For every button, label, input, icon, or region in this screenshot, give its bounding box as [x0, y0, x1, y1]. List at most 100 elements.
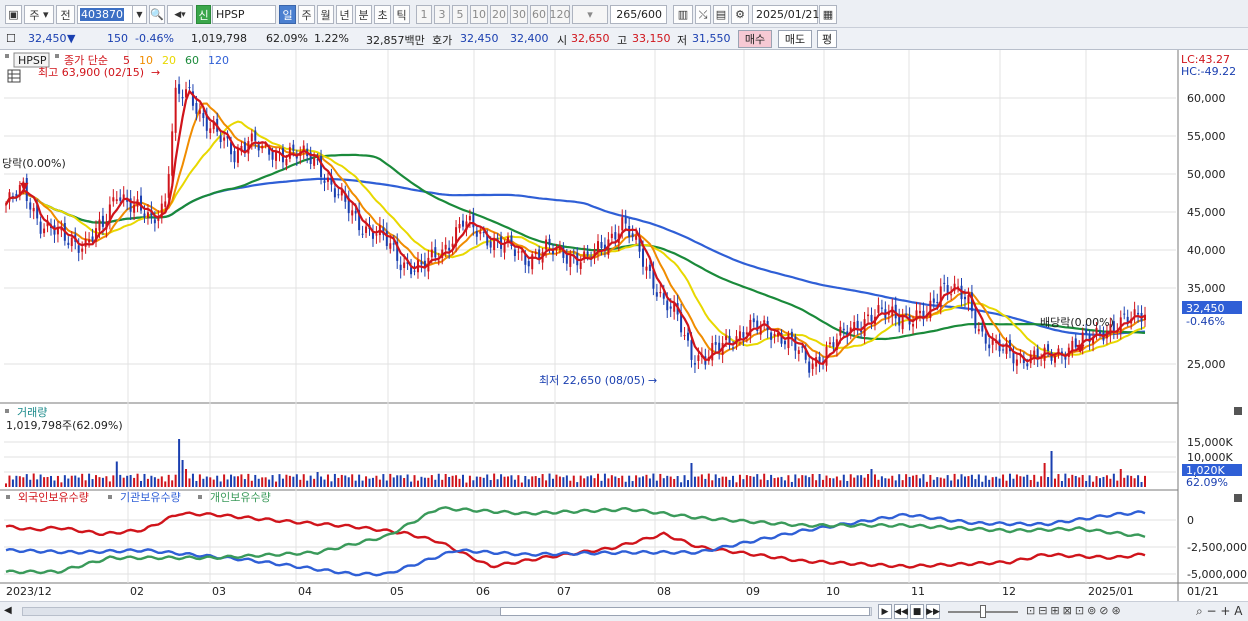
interval-button[interactable]: 30 — [510, 5, 528, 24]
code-dropdown-icon[interactable]: ▼ — [132, 5, 147, 24]
interval-dropdown[interactable]: ▾ — [572, 5, 608, 24]
volume-bar — [257, 478, 260, 487]
panel-close-icon[interactable] — [1234, 407, 1242, 415]
indicator-icon[interactable]: ⤯ — [695, 5, 711, 24]
candle-body — [503, 244, 506, 253]
volume-bar — [790, 481, 793, 487]
interval-button[interactable]: 1 — [416, 5, 432, 24]
volume-bar — [396, 475, 399, 487]
scroll-left-icon[interactable]: ◀ — [4, 605, 12, 616]
ma-legend-item: 60 — [185, 54, 199, 67]
fast-forward-icon[interactable]: ▶▶ — [926, 604, 940, 619]
volume-bar — [441, 479, 444, 487]
stock-code-value: 403870 — [80, 8, 124, 21]
period-tab[interactable]: 월 — [317, 5, 334, 24]
volume-bar — [1022, 476, 1025, 487]
volume-bar — [413, 475, 416, 487]
holdings-close-icon[interactable] — [1234, 494, 1242, 502]
candle-body — [333, 188, 336, 198]
volume-bar — [1005, 480, 1008, 487]
volume-bar — [614, 476, 617, 487]
volume-bar — [1064, 473, 1067, 487]
chart-svg[interactable]: 60,000 55,000 50,000 45,000 40,000 35,000 25,0… — [0, 50, 1248, 602]
candle-body — [191, 91, 194, 106]
volume-bar — [1019, 476, 1022, 487]
stock-name-field[interactable]: HPSP — [212, 5, 276, 24]
period-tab[interactable]: 분 — [355, 5, 372, 24]
scroll-thumb[interactable] — [500, 607, 870, 616]
date-field[interactable]: 2025/01/21 — [752, 5, 819, 24]
period-tab[interactable]: 초 — [374, 5, 391, 24]
interval-button[interactable]: 20 — [490, 5, 508, 24]
stock-code-input[interactable]: 403870 — [77, 5, 145, 24]
candle-body — [988, 344, 991, 349]
period-tab[interactable]: 주 — [298, 5, 315, 24]
zoom-controls[interactable]: ⌕ − + A — [1196, 604, 1243, 618]
interval-button[interactable]: 5 — [452, 5, 468, 24]
volume-bar — [25, 474, 28, 487]
time-axis-label: 01/21 — [1187, 585, 1219, 598]
volume-bar — [209, 477, 212, 487]
scroll-track[interactable] — [22, 607, 872, 616]
ma-legend-item: 20 — [162, 54, 176, 67]
next-icon[interactable]: ▶ — [878, 604, 892, 619]
tool-icons[interactable]: ⊡⊟⊞⊠⊡⊚⊘⊛ — [1026, 604, 1124, 617]
interval-button[interactable]: 120 — [550, 5, 571, 24]
volume-bar — [11, 479, 14, 487]
data-count-field[interactable]: 265/600 — [610, 5, 667, 24]
save-icon[interactable]: ▤ — [713, 5, 729, 24]
candle-body — [340, 190, 343, 196]
period-tab[interactable]: 년 — [336, 5, 353, 24]
evaluation-button[interactable]: 평 — [817, 30, 837, 48]
window-menu-icon[interactable]: ▣ — [5, 5, 22, 24]
candle-body — [133, 204, 136, 213]
table-icon[interactable] — [7, 69, 21, 83]
volume-bar — [309, 475, 312, 487]
speaker-icon[interactable]: ◀▾ — [167, 5, 193, 24]
sell-button[interactable]: 매도 — [778, 30, 812, 48]
chart-area[interactable]: 60,000 55,000 50,000 45,000 40,000 35,000 25,0… — [0, 50, 1248, 602]
candle-body — [486, 235, 489, 246]
candle-body — [967, 295, 970, 303]
candle-body — [898, 316, 901, 326]
data-count: 265 — [616, 8, 638, 21]
all-button[interactable]: 전 — [56, 5, 75, 24]
candle-body — [697, 355, 700, 361]
candle-body — [261, 145, 264, 149]
period-tab[interactable]: 일 — [279, 5, 296, 24]
candle-body — [752, 318, 755, 323]
candle-body — [88, 239, 91, 243]
interval-button[interactable]: 10 — [470, 5, 488, 24]
volume-bar — [583, 478, 586, 487]
volume-bar — [815, 480, 818, 487]
period-tab[interactable]: 틱 — [393, 5, 410, 24]
candle-type-icon[interactable]: ▥ — [673, 5, 693, 24]
gear-icon[interactable]: ⚙ — [731, 5, 749, 24]
candle-body — [254, 130, 257, 141]
volume-bar — [1002, 474, 1005, 487]
buy-button[interactable]: 매수 — [738, 30, 772, 48]
stop-icon[interactable]: ■ — [910, 604, 924, 619]
volume-bar — [963, 476, 966, 487]
volume-bar — [451, 475, 454, 487]
candle-body — [365, 226, 368, 233]
zoom-slider-handle[interactable] — [980, 605, 986, 618]
rewind-icon[interactable]: ◀◀ — [894, 604, 908, 619]
period-dropdown[interactable]: 주 ▾ — [24, 5, 54, 24]
checkbox-icon[interactable]: ☐ — [6, 32, 16, 45]
candle-body — [1092, 336, 1095, 344]
candle-body — [316, 159, 319, 161]
time-axis-label: 05 — [390, 585, 404, 598]
calendar-icon[interactable]: ▦ — [819, 5, 837, 24]
volume-value-label: 1,019,798주(62.09%) — [6, 419, 123, 432]
candle-body — [1074, 338, 1077, 348]
candle-body — [468, 216, 471, 221]
volume-bar — [1102, 476, 1105, 487]
interval-button[interactable]: 3 — [434, 5, 450, 24]
candle-body — [534, 252, 537, 255]
scroll-bar[interactable]: ◀ ▶ ◀◀ ■ ▶▶ ⊡⊟⊞⊠⊡⊚⊘⊛ ⌕ − + A — [0, 601, 1248, 621]
volume-bar — [53, 480, 56, 487]
search-icon[interactable]: 🔍 — [149, 5, 165, 24]
interval-button[interactable]: 60 — [530, 5, 548, 24]
volume-bar — [185, 469, 188, 487]
